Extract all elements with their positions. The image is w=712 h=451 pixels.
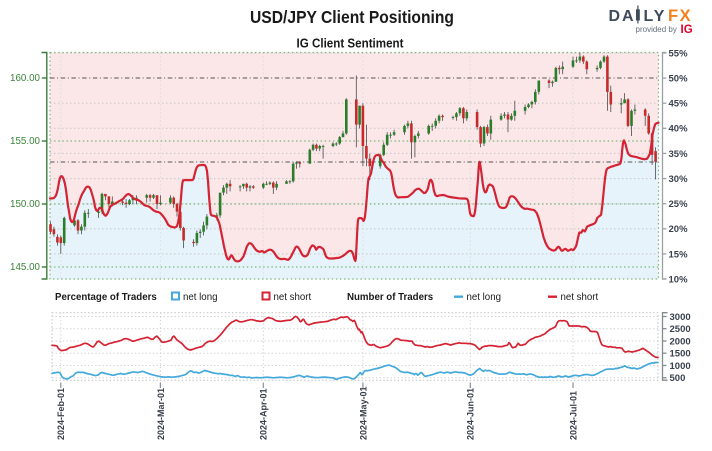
svg-text:2000: 2000 bbox=[670, 337, 691, 348]
svg-text:net long: net long bbox=[467, 292, 501, 303]
svg-text:55%: 55% bbox=[669, 48, 689, 59]
svg-text:FX: FX bbox=[668, 7, 692, 25]
svg-text:45%: 45% bbox=[669, 99, 689, 110]
svg-text:2500: 2500 bbox=[670, 324, 691, 335]
svg-text:2024-Feb-01: 2024-Feb-01 bbox=[56, 388, 66, 440]
svg-text:1500: 1500 bbox=[670, 349, 691, 360]
svg-text:40%: 40% bbox=[669, 124, 689, 135]
svg-text:145.00: 145.00 bbox=[10, 262, 41, 273]
svg-text:USD/JPY Client Positioning: USD/JPY Client Positioning bbox=[250, 7, 454, 27]
svg-text:500: 500 bbox=[670, 373, 686, 384]
svg-text:10%: 10% bbox=[669, 274, 689, 285]
svg-text:2024-Jul-01: 2024-Jul-01 bbox=[568, 391, 578, 440]
svg-text:IG: IG bbox=[681, 24, 693, 36]
svg-text:25%: 25% bbox=[669, 199, 689, 210]
svg-text:160.00: 160.00 bbox=[10, 73, 41, 84]
svg-text:LY: LY bbox=[644, 8, 667, 25]
svg-text:20%: 20% bbox=[669, 224, 689, 235]
svg-text:30%: 30% bbox=[669, 174, 689, 185]
svg-text:2024-Mar-01: 2024-Mar-01 bbox=[156, 388, 166, 440]
svg-text:2024-Apr-01: 2024-Apr-01 bbox=[259, 388, 269, 440]
svg-text:2024-Jun-01: 2024-Jun-01 bbox=[466, 388, 476, 440]
svg-text:Percentage of Traders: Percentage of Traders bbox=[55, 292, 157, 303]
svg-text:provided by: provided by bbox=[636, 25, 677, 34]
svg-text:2024-May-01: 2024-May-01 bbox=[358, 386, 368, 440]
svg-text:IG Client Sentiment: IG Client Sentiment bbox=[297, 37, 405, 51]
svg-text:3000: 3000 bbox=[670, 312, 691, 323]
svg-text:1000: 1000 bbox=[670, 361, 691, 372]
svg-text:net long: net long bbox=[183, 292, 217, 303]
svg-text:150.00: 150.00 bbox=[10, 199, 41, 210]
svg-text:Number of Traders: Number of Traders bbox=[347, 292, 433, 303]
svg-text:50%: 50% bbox=[669, 74, 689, 85]
svg-text:net short: net short bbox=[561, 292, 599, 303]
svg-text:15%: 15% bbox=[669, 249, 689, 260]
svg-text:DA: DA bbox=[609, 8, 636, 25]
svg-text:35%: 35% bbox=[669, 149, 689, 160]
svg-text:155.00: 155.00 bbox=[10, 136, 41, 147]
svg-text:net short: net short bbox=[274, 292, 312, 303]
